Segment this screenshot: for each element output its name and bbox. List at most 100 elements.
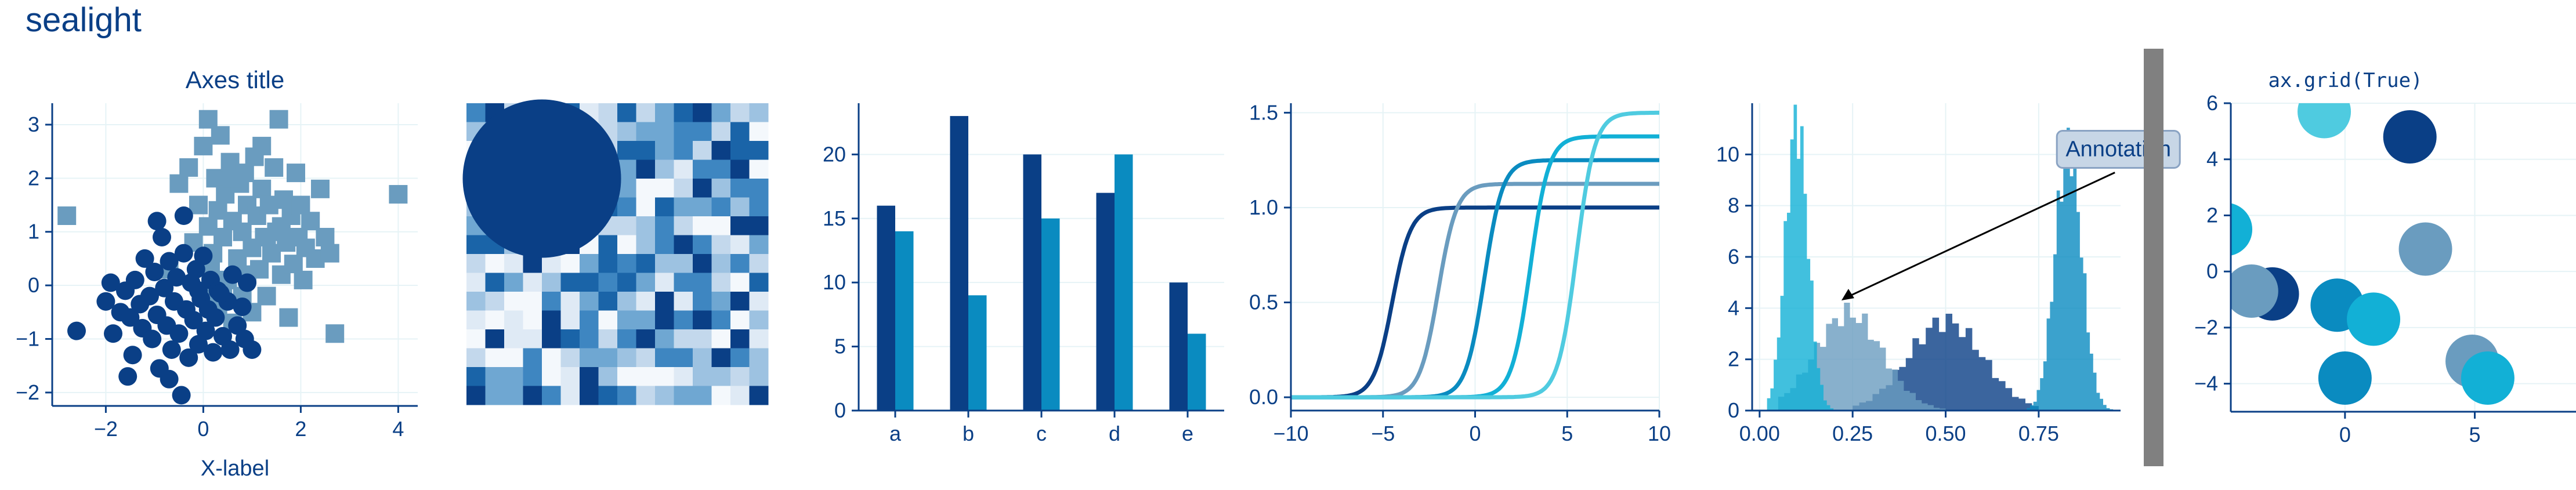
heatmap-cell — [523, 386, 542, 405]
x-tick-label: 4 — [392, 417, 404, 441]
heatmap-cell — [749, 216, 769, 235]
scatter-circle-point — [160, 369, 179, 389]
panel-divider — [2144, 49, 2163, 466]
heatmap-cell — [711, 254, 731, 273]
y-tick-label: 3 — [28, 112, 39, 136]
scatter-square-point — [252, 136, 272, 155]
heatmap-cell — [693, 103, 712, 122]
heatmap-cell — [693, 159, 712, 179]
heatmap-cell — [485, 292, 505, 311]
scatter-square-point — [252, 179, 272, 198]
bar — [877, 205, 895, 411]
heatmap-cell — [674, 329, 693, 349]
scatter-circle-point — [121, 308, 140, 327]
heatmap-cell — [693, 386, 712, 405]
annotation-arrow — [1844, 172, 2115, 299]
scatter-axes-panel: −2 0 2 4 −2 −1 0 1 2 3 Axes title X-label — [16, 66, 418, 481]
scatter-square-point — [272, 217, 291, 236]
heatmap-cell — [730, 254, 750, 273]
scatter-square-point — [291, 195, 310, 215]
y-tick-label: 2 — [1728, 347, 1739, 371]
scatter-square-point — [269, 110, 288, 129]
heatmap-cell — [749, 329, 769, 349]
heatmap-cell — [749, 310, 769, 330]
heatmap-cell — [466, 254, 486, 273]
heatmap-cell — [730, 122, 750, 141]
heatmap-cell — [655, 348, 674, 368]
heatmap-cell — [674, 292, 693, 311]
scatter-square-point — [279, 308, 298, 327]
scatter-circle-point — [104, 324, 122, 343]
scatter-square-point — [325, 324, 345, 343]
histogram-series — [2020, 128, 2114, 411]
grid-scatter-axes-panel: 0 5 −4 −2 0 2 4 6 ax.grid(True) — [2194, 69, 2576, 447]
heatmap-cell — [693, 254, 712, 273]
heatmap-cell — [560, 254, 580, 273]
y-tick-label: 6 — [1728, 245, 1739, 268]
bar — [1115, 154, 1133, 411]
heatmap-cell — [598, 329, 618, 349]
heatmap-cell — [523, 310, 542, 330]
y-tick-label: 4 — [2206, 147, 2218, 171]
heatmap-cell — [674, 159, 693, 179]
heatmap-cell — [617, 329, 636, 349]
scatter-square-point — [284, 255, 303, 274]
heatmap-cell — [655, 254, 674, 273]
scatter-square-point — [265, 158, 284, 177]
heatmap-cell — [523, 367, 542, 386]
heatmap-cell — [655, 103, 674, 122]
heatmap-cell — [711, 159, 731, 179]
x-tick-label: 0.50 — [1925, 422, 1966, 445]
heatmap-cell — [693, 292, 712, 311]
heatmap-cell — [504, 273, 523, 292]
y-tick-label: −2 — [16, 380, 39, 404]
heatmap-cell — [598, 367, 618, 386]
bar — [1096, 193, 1115, 411]
heatmap-cell — [693, 179, 712, 198]
heatmap-cell — [580, 292, 599, 311]
heatmap-cell — [693, 367, 712, 386]
heatmap-cell — [598, 273, 618, 292]
heatmap-cell — [466, 348, 486, 368]
heatmap-cell — [636, 254, 656, 273]
bar — [1188, 333, 1206, 411]
overlay-circle — [462, 99, 621, 258]
heatmap-cell — [655, 122, 674, 141]
y-tick-label: 4 — [1728, 296, 1739, 320]
heatmap-cell — [598, 235, 618, 255]
scatter-square-point — [206, 169, 225, 188]
scatter-square-point — [198, 110, 218, 129]
scatter-circle-point — [174, 206, 193, 226]
heatmap-cell — [485, 273, 505, 292]
y-tick-label: 15 — [823, 206, 846, 230]
heatmap-cell — [711, 386, 731, 405]
heatmap-cell — [749, 197, 769, 217]
scatter-circle-point — [204, 343, 223, 362]
heatmap-cell — [485, 386, 505, 405]
y-tick-label: 20 — [823, 142, 846, 166]
y-tick-label: 10 — [823, 270, 846, 294]
heatmap-cell — [655, 159, 674, 179]
heatmap-cell — [485, 329, 505, 349]
scatter-point — [2231, 264, 2278, 318]
scatter-square-point — [57, 206, 77, 226]
heatmap-cell — [504, 329, 523, 349]
scatter-circle-point — [174, 244, 193, 263]
scatter-circle-point — [238, 273, 256, 292]
scatter-square-point — [389, 185, 408, 204]
heatmap-cell — [693, 348, 712, 368]
heatmap-cell — [542, 310, 561, 330]
x-tick-label: 0.75 — [2018, 422, 2059, 445]
heatmap-cell — [504, 254, 523, 273]
scatter-square-point — [223, 169, 242, 188]
heatmap-cell — [674, 235, 693, 255]
x-tick-label: 0 — [1469, 422, 1481, 445]
heatmap-cell — [730, 386, 750, 405]
heatmap-cell — [655, 386, 674, 405]
x-tick-label: c — [1036, 422, 1047, 445]
x-tick-label: −5 — [1371, 422, 1395, 445]
axes-title: Axes title — [186, 66, 284, 93]
heatmap-cell — [580, 367, 599, 386]
heatmap-cell — [693, 216, 712, 235]
scatter-circle-point — [125, 270, 144, 289]
